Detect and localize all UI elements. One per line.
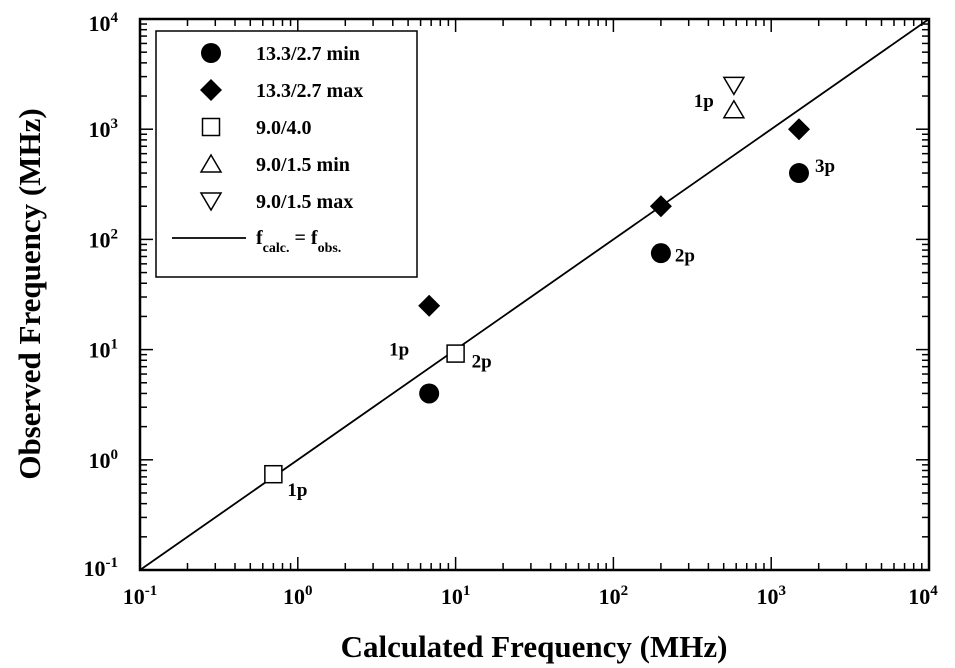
- legend-marker: [201, 117, 221, 137]
- x-tick-label: 102: [599, 583, 629, 609]
- legend-marker: [201, 43, 221, 63]
- data-point: [649, 195, 672, 218]
- legend-label: 9.0/4.0: [256, 117, 312, 139]
- legend-label: 9.0/1.5 max: [256, 191, 353, 213]
- data-point: [264, 464, 283, 484]
- x-tick-label: 101: [441, 583, 471, 609]
- point-label: 2p: [675, 245, 695, 266]
- data-point: [722, 99, 746, 119]
- point-label: 1p: [694, 91, 714, 112]
- y-tick-label: 103: [89, 116, 119, 142]
- point-label: 1p: [389, 340, 409, 361]
- point-annotations: 1p 1p 2p 2p 3p 1p: [287, 91, 835, 501]
- data-point: [446, 344, 465, 363]
- y-tick-label: 10-1: [84, 555, 119, 581]
- y-tick-label: 100: [89, 447, 119, 473]
- point-label: 2p: [472, 352, 492, 373]
- x-tick-label: 104: [908, 583, 938, 609]
- legend-box: [155, 30, 418, 278]
- y-tick-label: 101: [89, 337, 119, 363]
- data-point: [722, 76, 746, 96]
- x-tick-label: 10-1: [123, 583, 158, 609]
- tick-labels: 10-1 100 101 102 103 104 10-1 100 101 102 103 104: [84, 10, 939, 609]
- data-point: [788, 163, 809, 184]
- legend-label: 9.0/1.5 min: [256, 154, 350, 176]
- legend-marker: [199, 153, 223, 173]
- x-tick-label: 100: [283, 583, 313, 609]
- y-tick-label: 102: [89, 226, 119, 252]
- point-label: 3p: [815, 156, 835, 177]
- legend: 13.3/2.7 min 13.3/2.7 max 9.0/4.0 9.0/1.5 m…: [155, 30, 418, 278]
- y-tick-label: 104: [89, 10, 119, 36]
- data-point: [650, 243, 671, 264]
- plot-frame: [138, 17, 931, 572]
- legend-label: 13.3/2.7 max: [256, 80, 363, 102]
- data-point: [418, 294, 441, 317]
- legend-marker: [200, 79, 222, 101]
- x-tick-label: 103: [756, 583, 786, 609]
- y-axis-title: Observed Frequency (MHz): [12, 108, 47, 479]
- axis-ticks: [139, 19, 929, 571]
- data-points: [264, 76, 810, 484]
- legend-marker: [199, 192, 223, 212]
- point-label: 1p: [287, 480, 307, 501]
- data-point: [419, 383, 440, 404]
- legend-label-reference: fcalc. = fobs.: [256, 227, 341, 256]
- x-axis-title: Calculated Frequency (MHz): [341, 629, 728, 664]
- data-point: [787, 118, 810, 141]
- legend-label: 13.3/2.7 min: [256, 43, 360, 65]
